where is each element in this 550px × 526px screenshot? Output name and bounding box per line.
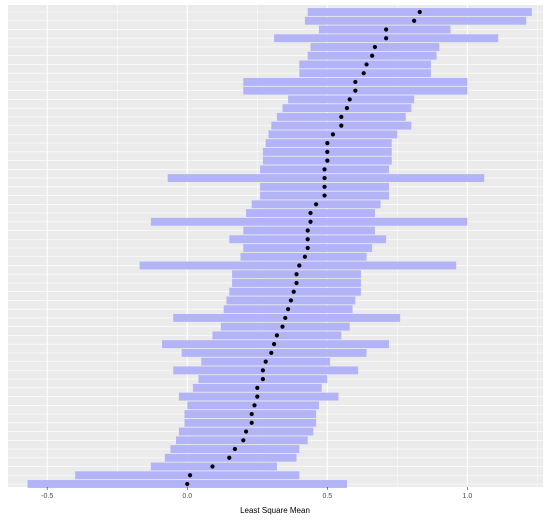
mean-point — [232, 446, 237, 452]
mean-point — [283, 315, 288, 321]
mean-point — [269, 350, 274, 355]
mean-points — [185, 9, 422, 487]
mean-point — [187, 473, 193, 478]
interval-bar — [75, 471, 300, 480]
mean-point — [249, 411, 254, 417]
mean-point — [308, 219, 313, 224]
x-axis-title: Least Square Mean — [240, 506, 310, 515]
mean-point — [339, 114, 344, 119]
mean-point — [370, 53, 375, 58]
mean-point — [322, 167, 327, 172]
mean-point — [353, 88, 358, 93]
mean-point — [227, 455, 232, 460]
mean-point — [302, 254, 308, 259]
mean-point — [241, 438, 246, 443]
mean-point — [294, 272, 299, 277]
mean-point — [364, 62, 369, 67]
mean-point — [243, 429, 249, 434]
mean-point — [339, 123, 344, 128]
mean-point — [417, 9, 422, 15]
mean-point — [344, 106, 350, 111]
mean-point — [305, 237, 310, 242]
mean-point — [252, 403, 257, 408]
mean-point — [249, 420, 254, 425]
x-tick-label: 1.0 — [463, 493, 473, 500]
mean-point — [291, 289, 296, 294]
mean-point — [280, 324, 285, 329]
mean-point — [353, 79, 358, 85]
mean-point — [325, 141, 330, 146]
x-axis-ticks: -0.5 0.0 0.5 1.0 — [41, 487, 472, 500]
mean-point — [347, 97, 352, 102]
mean-point — [322, 184, 327, 189]
mean-point — [255, 385, 260, 390]
mean-point — [263, 359, 268, 364]
mean-point — [210, 464, 215, 469]
x-tick-label: 0.0 — [182, 493, 192, 500]
mean-point — [185, 481, 190, 487]
mean-point — [308, 210, 313, 216]
mean-point — [260, 368, 265, 373]
mean-point — [288, 298, 294, 303]
mean-point — [255, 394, 260, 399]
interval-bar — [181, 348, 367, 357]
mean-point — [330, 132, 336, 137]
mean-point — [325, 149, 330, 154]
interval-bar — [173, 366, 359, 375]
mean-point — [322, 175, 327, 181]
x-tick-label: 0.5 — [322, 493, 332, 500]
mean-point — [305, 245, 310, 251]
mean-point — [294, 280, 299, 286]
mean-point — [314, 202, 319, 207]
mean-point — [322, 193, 327, 198]
mean-point — [372, 44, 378, 50]
mean-point — [361, 71, 366, 76]
mean-point — [274, 333, 280, 338]
mean-point — [325, 158, 330, 163]
interval-bar — [220, 322, 350, 331]
mean-point — [260, 377, 265, 382]
mean-point — [305, 228, 310, 233]
mean-point — [271, 342, 277, 347]
x-tick-label: -0.5 — [41, 493, 53, 500]
mean-point — [286, 307, 291, 312]
mean-point — [297, 263, 302, 268]
mean-point — [384, 36, 389, 41]
mean-point — [412, 18, 417, 23]
mean-point — [384, 27, 389, 32]
